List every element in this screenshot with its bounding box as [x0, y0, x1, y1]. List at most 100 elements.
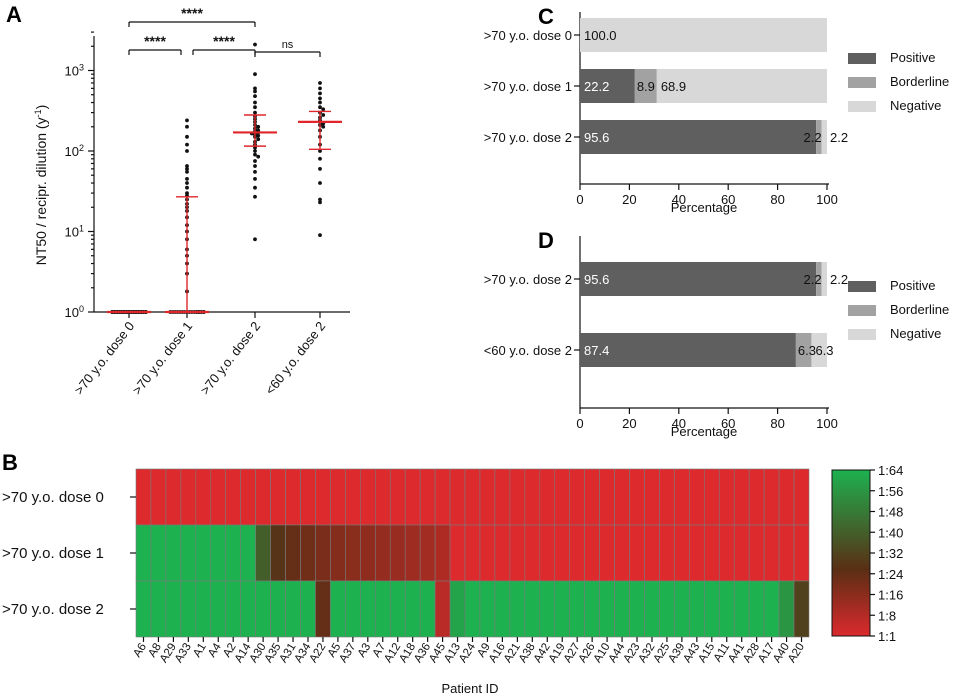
heatmap-cell — [494, 524, 511, 582]
heatmap-cell — [180, 580, 197, 638]
heatmap-cell — [793, 580, 810, 638]
heatmap-cell — [464, 580, 481, 638]
d-xtick-label: 0 — [576, 416, 583, 431]
d-bar-positive — [580, 262, 817, 296]
heatmap-cell — [464, 524, 481, 582]
heatmap-cell — [449, 524, 466, 582]
heatmap-cell — [210, 580, 227, 638]
a-point — [185, 181, 189, 185]
heatmap-cell — [300, 580, 316, 638]
heatmap-cell — [479, 580, 496, 638]
c-bar-label-borderline: 8.9 — [637, 79, 655, 94]
a-point — [185, 177, 189, 181]
panel-b-heatmap: >70 y.o. dose 0 >70 y.o. dose 1 >70 y.o. d… — [2, 463, 903, 696]
a-xtick-label-0: >70 y.o. dose 0 — [71, 319, 137, 398]
colorbar-tick-label: 1:1 — [878, 629, 896, 644]
heatmap-col-label: A1 — [191, 641, 209, 659]
a-point — [318, 197, 322, 202]
panel-a-scatter: NT50 / recipr. dilution (y-1) 1001011021… — [33, 5, 350, 397]
a-point — [253, 177, 257, 181]
heatmap-cell — [449, 580, 466, 638]
heatmap-cell — [659, 580, 675, 638]
heatmap-col-label: A6 — [131, 641, 149, 659]
a-point — [253, 149, 257, 153]
a-y-title: NT50 / recipr. dilution (y-1) — [33, 105, 49, 266]
a-ytick-exp: 1 — [79, 224, 84, 234]
a-point — [318, 81, 322, 85]
heatmap-cell — [389, 524, 406, 582]
heatmap-cell — [733, 580, 750, 638]
a-point — [256, 124, 261, 129]
a-point — [185, 142, 189, 147]
heatmap-cell — [345, 580, 361, 638]
c-bar-negative — [821, 120, 827, 154]
a-point — [253, 164, 257, 168]
heatmap-cell — [434, 580, 451, 638]
heatmap-cell — [195, 524, 212, 582]
c-legend-swatch-negative — [848, 101, 876, 112]
a-point — [318, 181, 322, 185]
heatmap-cell — [584, 580, 600, 638]
colorbar-tick-label: 1:16 — [878, 588, 903, 603]
heatmap-cell — [524, 580, 541, 638]
d-category-label: <60 y.o. dose 2 — [484, 343, 572, 358]
heatmap-cell — [434, 468, 451, 526]
heatmap-cell — [180, 468, 197, 526]
heatmap-cell — [240, 580, 256, 638]
heatmap-row-label: >70 y.o. dose 2 — [2, 601, 104, 618]
c-legend-label-borderline: Borderline — [890, 74, 949, 89]
d-legend-swatch-negative — [848, 329, 876, 340]
a-point — [185, 170, 189, 174]
a-point — [253, 72, 257, 77]
heatmap-cell — [659, 524, 675, 582]
heatmap-cell — [389, 468, 406, 526]
a-sig-label: ns — [282, 39, 294, 51]
heatmap-cell — [539, 524, 556, 582]
heatmap-cell — [225, 524, 241, 582]
d-legend-swatch-borderline — [848, 305, 876, 316]
heatmap-cell — [793, 468, 810, 526]
a-sig-label: **** — [213, 33, 235, 49]
heatmap-cell — [689, 580, 705, 638]
heatmap-cell — [659, 468, 675, 526]
heatmap-cell — [674, 468, 690, 526]
panel-c-stacked-bars: Percentage >70 y.o. dose 0 100.0 >70 y.o. … — [484, 12, 949, 215]
heatmap-cell — [539, 580, 556, 638]
a-point — [318, 105, 322, 110]
d-bar-label-positive: 87.4 — [584, 343, 609, 358]
c-legend-label-positive: Positive — [890, 50, 936, 65]
a-point — [256, 137, 261, 142]
a-point — [256, 133, 261, 138]
a-point — [318, 200, 322, 205]
heatmap-cell — [644, 468, 660, 526]
heatmap-cell — [255, 580, 271, 638]
heatmap-cell — [255, 524, 271, 582]
a-point — [185, 164, 189, 168]
heatmap-cell — [644, 524, 660, 582]
heatmap-cell — [345, 468, 361, 526]
a-point — [318, 91, 322, 96]
heatmap-cell — [285, 468, 301, 526]
colorbar-tick-label: 1:56 — [878, 484, 903, 499]
heatmap-cell — [569, 524, 585, 582]
a-point — [318, 156, 322, 161]
d-bar-label-borderline: 2.2 — [803, 272, 821, 287]
a-point — [253, 100, 257, 105]
heatmap-cell — [733, 524, 750, 582]
heatmap-cell — [718, 468, 735, 526]
heatmap-cell — [629, 524, 645, 582]
heatmap-cell — [509, 524, 526, 582]
heatmap-cell — [210, 468, 227, 526]
heatmap-cell — [270, 580, 286, 638]
a-xtick-label-2: >70 y.o. dose 2 — [197, 319, 263, 398]
c-category-label: >70 y.o. dose 2 — [484, 130, 572, 145]
heatmap-cell — [718, 580, 735, 638]
heatmap-cell — [718, 524, 735, 582]
heatmap-cell — [270, 524, 286, 582]
heatmap-cell — [270, 468, 286, 526]
c-bar-label-positive: 95.6 — [584, 130, 609, 145]
heatmap-cell — [778, 468, 795, 526]
heatmap-cell — [479, 468, 496, 526]
panel-d-stacked-bars: Percentage >70 y.o. dose 2 95.6 2.2 2.2 <60 … — [484, 236, 949, 439]
a-point — [318, 233, 322, 238]
